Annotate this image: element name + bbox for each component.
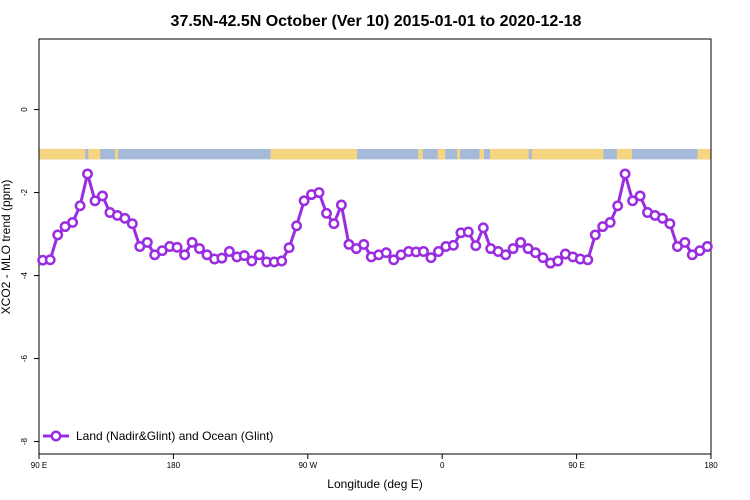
data-point [627, 195, 639, 207]
data-point [67, 216, 79, 228]
data-point [552, 255, 564, 267]
x-tick-label: 90 E [568, 461, 584, 470]
data-point [44, 254, 56, 266]
data-point [358, 238, 370, 250]
data-point [433, 246, 444, 257]
land-band-segment [270, 148, 358, 160]
data-point [679, 236, 691, 248]
data-point [328, 218, 340, 230]
data-point [447, 239, 459, 251]
data-point [171, 241, 183, 253]
data-point [179, 249, 191, 261]
data-point [291, 220, 303, 232]
legend-entry-label: Land (Nadir&Glint) and Ocean (Glint) [76, 429, 273, 443]
x-axis: 90 E 180 90 W 0 90 E 180 [31, 454, 718, 470]
data-point [589, 229, 601, 241]
data-point [470, 240, 482, 252]
data-point [657, 212, 668, 224]
data-point [388, 254, 400, 266]
data-point [216, 252, 228, 264]
land-band-segment [115, 148, 119, 160]
data-point [238, 250, 250, 262]
y-axis-label: XCO2 - MLO trend (ppm) [0, 180, 13, 315]
data-point [515, 236, 527, 248]
legend: Land (Nadir&Glint) and Ocean (Glint) [43, 429, 273, 443]
data-point [335, 199, 347, 211]
data-point [298, 195, 310, 207]
data-point [253, 249, 265, 261]
x-tick-label: 180 [167, 461, 181, 470]
data-point [619, 168, 631, 180]
x-tick-label: 90 E [31, 461, 47, 470]
data-point [321, 207, 332, 219]
data-point [604, 216, 616, 228]
land-band-segment [457, 148, 461, 160]
land-band-segment [531, 148, 604, 160]
land-band-segment [697, 148, 711, 160]
data-point [186, 236, 198, 248]
data-point [97, 190, 108, 202]
data-point [418, 246, 429, 257]
x-axis-label: Longitude (deg E) [327, 477, 422, 491]
series-layer [37, 168, 713, 269]
data-point [530, 247, 541, 259]
data-point [82, 168, 93, 180]
ocean-band [39, 148, 711, 160]
data-point [141, 236, 153, 248]
data-point [283, 242, 295, 254]
data-point [194, 243, 205, 255]
y-tick-label: -2 [20, 188, 29, 196]
data-point [634, 190, 646, 202]
surface-type-band [39, 148, 711, 160]
data-point [664, 218, 676, 230]
y-tick-label: -6 [20, 354, 29, 362]
legend-marker-swatch [50, 430, 62, 442]
land-band-segment [616, 148, 632, 160]
data-point [507, 243, 519, 255]
data-point [126, 218, 138, 230]
data-point [612, 200, 624, 212]
data-point [582, 254, 594, 266]
data-point [313, 187, 325, 199]
data-point [52, 229, 64, 241]
x-tick-label: 90 W [298, 461, 317, 470]
land-band-segment [88, 148, 101, 160]
data-point [74, 200, 86, 212]
y-tick-label: -4 [20, 271, 29, 279]
land-band-segment [418, 148, 423, 160]
data-point [276, 255, 288, 267]
x-tick-label: 180 [704, 461, 718, 470]
data-point [500, 249, 512, 261]
data-point [477, 222, 489, 234]
data-point [223, 246, 235, 257]
y-tick-label: 0 [20, 107, 29, 112]
land-band-segment [479, 148, 485, 160]
data-point [246, 255, 258, 267]
land-band-segment [39, 148, 86, 160]
land-band-segment [489, 148, 529, 160]
data-point [425, 252, 437, 264]
land-band-segment [437, 148, 446, 160]
y-axis: 0 -2 -4 -6 -8 [20, 107, 39, 445]
data-point [119, 212, 131, 224]
data-point [462, 226, 474, 238]
x-tick-label: 0 [440, 461, 445, 470]
data-point [701, 241, 713, 252]
data-point [380, 247, 392, 259]
data-point [89, 195, 101, 207]
y-tick-label: -8 [20, 437, 29, 445]
chart-title: 37.5N-42.5N October (Ver 10) 2015-01-01 … [171, 13, 582, 30]
data-point [537, 252, 549, 264]
